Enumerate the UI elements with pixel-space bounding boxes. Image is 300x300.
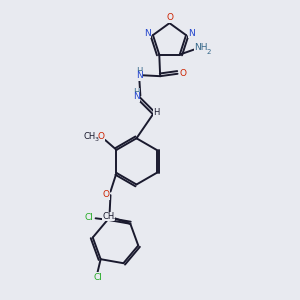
Text: H: H (133, 88, 140, 97)
Text: H: H (153, 108, 160, 117)
Text: 2: 2 (113, 218, 117, 223)
Text: O: O (102, 190, 109, 199)
Text: N: N (188, 28, 195, 38)
Text: N: N (144, 28, 151, 38)
Text: O: O (179, 69, 187, 78)
Text: Cl: Cl (85, 213, 93, 222)
Text: CH: CH (103, 212, 115, 221)
Text: CH: CH (84, 131, 96, 140)
Text: 3: 3 (95, 137, 99, 142)
Text: O: O (167, 14, 174, 22)
Text: H: H (136, 67, 142, 76)
Text: N: N (133, 92, 140, 101)
Text: 2: 2 (207, 49, 211, 55)
Text: Cl: Cl (93, 273, 102, 282)
Text: NH: NH (195, 44, 208, 52)
Text: O: O (98, 131, 104, 140)
Text: N: N (136, 71, 142, 80)
